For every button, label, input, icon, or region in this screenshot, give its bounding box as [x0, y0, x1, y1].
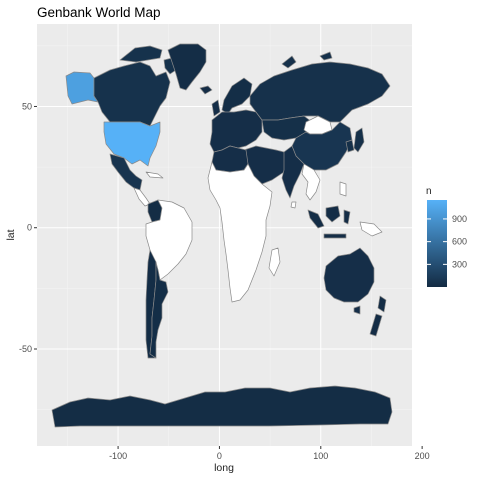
region-japan: [353, 127, 365, 153]
region-madagascar: [268, 247, 281, 277]
region-philippines: [339, 181, 347, 197]
region-india: [281, 145, 305, 199]
region-sumatra: [307, 209, 325, 229]
region-sub-saharan-africa: [207, 161, 273, 303]
plot-title: Genbank World Map: [37, 5, 161, 20]
region-united-kingdom: [211, 99, 221, 117]
region-java: [323, 233, 347, 239]
legend: n 900 600 300: [426, 186, 467, 287]
x-axis: -100 0 100 200: [109, 446, 430, 461]
region-new-guinea: [359, 221, 383, 237]
region-antarctica: [51, 385, 393, 428]
region-cuba: [145, 171, 164, 179]
region-europe: [209, 109, 263, 153]
legend-label: 600: [452, 237, 467, 247]
region-borneo: [325, 205, 341, 223]
region-alaska: [65, 71, 99, 105]
y-axis: 50 0 -50: [19, 101, 37, 354]
y-tick-label: 50: [22, 101, 32, 111]
x-tick-label: -100: [109, 451, 127, 461]
legend-colorbar: [427, 200, 447, 287]
region-sulawesi: [343, 209, 351, 225]
y-tick-label: -50: [19, 344, 32, 354]
region-canadian-arctic-islands: [119, 45, 163, 63]
region-canada: [93, 61, 171, 127]
x-tick-label: 100: [313, 451, 328, 461]
region-korea: [345, 139, 355, 153]
region-novaya-zemlya: [281, 55, 297, 69]
region-severnaya-zemlya: [319, 51, 333, 61]
region-new-zealand-south: [369, 313, 383, 337]
y-axis-title: lat: [5, 229, 17, 240]
region-greenland: [167, 43, 207, 91]
region-argentina: [149, 261, 169, 359]
region-sri-lanka: [290, 201, 297, 209]
legend-ticks: 900 600 300: [427, 214, 467, 269]
x-axis-title: long: [214, 462, 234, 474]
legend-label: 900: [452, 214, 467, 224]
legend-title: n: [426, 186, 432, 197]
region-iceland: [199, 85, 213, 95]
legend-label: 300: [452, 259, 467, 269]
land-layer: [51, 43, 393, 428]
region-southeast-asia: [301, 163, 321, 201]
y-tick-label: 0: [27, 223, 32, 233]
x-tick-label: 0: [217, 451, 222, 461]
region-new-zealand-north: [377, 295, 387, 313]
region-united-states: [103, 121, 161, 167]
region-tasmania: [353, 305, 361, 315]
x-tick-label: 200: [415, 451, 430, 461]
region-australia: [323, 247, 375, 303]
